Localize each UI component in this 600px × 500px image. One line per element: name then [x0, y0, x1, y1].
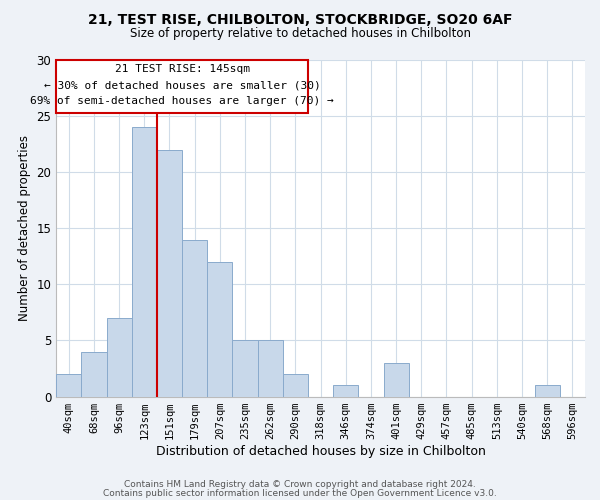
Bar [82, 352, 107, 397]
Bar [535, 386, 560, 396]
Bar [257, 340, 283, 396]
Bar [283, 374, 308, 396]
Bar [132, 128, 157, 396]
Text: 69% of semi-detached houses are larger (70) →: 69% of semi-detached houses are larger (… [30, 96, 334, 106]
Bar [157, 150, 182, 396]
Text: Contains HM Land Registry data © Crown copyright and database right 2024.: Contains HM Land Registry data © Crown c… [124, 480, 476, 489]
Bar [207, 262, 232, 396]
Bar [56, 374, 82, 396]
Bar [182, 240, 207, 396]
Text: ← 30% of detached houses are smaller (30): ← 30% of detached houses are smaller (30… [44, 80, 320, 90]
Y-axis label: Number of detached properties: Number of detached properties [18, 136, 31, 322]
Bar [383, 363, 409, 396]
Text: Size of property relative to detached houses in Chilbolton: Size of property relative to detached ho… [130, 28, 470, 40]
FancyBboxPatch shape [56, 60, 308, 112]
Text: 21, TEST RISE, CHILBOLTON, STOCKBRIDGE, SO20 6AF: 21, TEST RISE, CHILBOLTON, STOCKBRIDGE, … [88, 12, 512, 26]
Text: Contains public sector information licensed under the Open Government Licence v3: Contains public sector information licen… [103, 488, 497, 498]
Bar [232, 340, 257, 396]
Bar [333, 386, 358, 396]
Text: 21 TEST RISE: 145sqm: 21 TEST RISE: 145sqm [115, 64, 250, 74]
Bar [107, 318, 132, 396]
X-axis label: Distribution of detached houses by size in Chilbolton: Distribution of detached houses by size … [155, 444, 485, 458]
